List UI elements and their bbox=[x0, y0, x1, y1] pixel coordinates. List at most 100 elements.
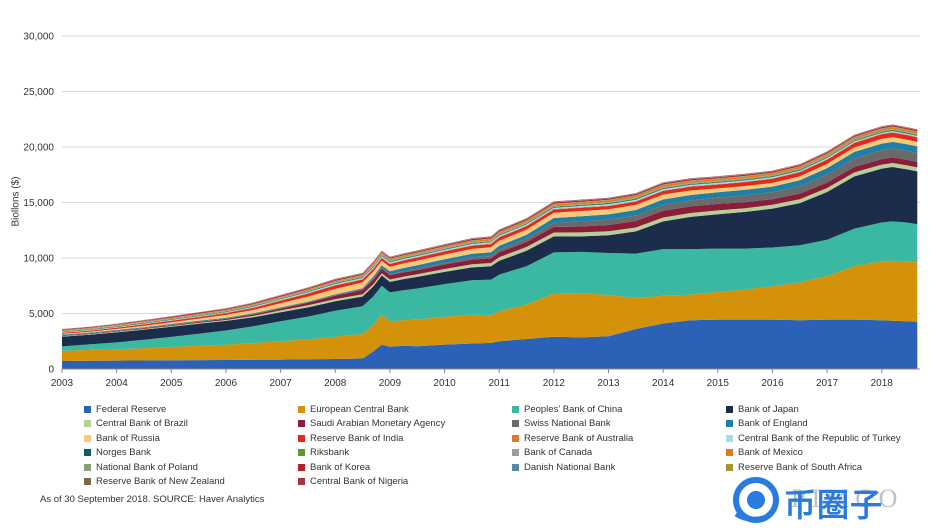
y-tick-label: 20,000 bbox=[23, 143, 54, 154]
x-tick-label: 2004 bbox=[106, 378, 129, 389]
x-tick-label: 2018 bbox=[871, 378, 894, 389]
legend-label: Central Bank of the Republic of Turkey bbox=[738, 432, 901, 444]
y-tick-label: 15,000 bbox=[23, 198, 54, 209]
y-tick-label: 25,000 bbox=[23, 87, 54, 98]
legend-swatch bbox=[512, 420, 519, 428]
legend-swatch bbox=[84, 434, 91, 442]
area-federal-reserve bbox=[62, 319, 918, 369]
legend-label: Central Bank of Brazil bbox=[96, 418, 188, 430]
legend-item: Central Bank of Nigeria bbox=[298, 476, 408, 487]
legend-item: Central Bank of Brazil bbox=[84, 418, 188, 429]
x-tick-label: 2006 bbox=[215, 378, 238, 389]
legend-swatch bbox=[84, 406, 91, 413]
legend-swatch bbox=[298, 434, 305, 442]
legend-item: Bank of Russia bbox=[84, 433, 160, 444]
legend-swatch bbox=[512, 406, 519, 413]
legend-swatch bbox=[298, 449, 305, 457]
logo-text-pimco: PIMCO bbox=[791, 484, 904, 513]
y-axis-label: Biollons ($) bbox=[10, 176, 22, 227]
legend-item: Bank of Korea bbox=[298, 462, 370, 473]
legend-label: Reserve Bank of South Africa bbox=[738, 461, 863, 473]
legend-item: Reserve Bank of Australia bbox=[512, 433, 633, 444]
legend-swatch bbox=[298, 478, 305, 485]
x-tick-label: 2005 bbox=[160, 378, 183, 389]
axes: 0 5,000 10,000 15,000 20,000 25,000 30,000 2003… bbox=[23, 32, 920, 389]
legend-label: Danish National Bank bbox=[524, 461, 616, 473]
legend-item: Reserve Bank of South Africa bbox=[726, 462, 862, 473]
source-note: As of 30 September 2018. SOURCE: Haver A… bbox=[40, 494, 265, 505]
legend-label: Reserve Bank of Australia bbox=[524, 432, 634, 444]
legend-item: Federal Reserve bbox=[84, 404, 166, 415]
legend-item: National Bank of Poland bbox=[84, 462, 198, 473]
legend-item: Reserve Bank of New Zealand bbox=[84, 476, 225, 487]
legend-item: Norges Bank bbox=[84, 447, 151, 458]
y-tick-label: 10,000 bbox=[23, 254, 54, 265]
legend-label: Saudi Arabian Monetary Agency bbox=[310, 418, 446, 430]
legend-swatch bbox=[298, 463, 305, 471]
legend-swatch bbox=[726, 420, 733, 428]
legend-label: Reserve Bank of India bbox=[310, 432, 404, 444]
area-european-central-bank bbox=[62, 260, 918, 361]
legend-label: Bank of Canada bbox=[524, 447, 593, 459]
legend-swatch bbox=[726, 463, 733, 471]
legend-item: Danish National Bank bbox=[512, 462, 615, 473]
legend-label: Norges Bank bbox=[96, 447, 151, 459]
legend-swatch bbox=[84, 478, 91, 485]
area-peoples-bank-of-china bbox=[62, 221, 918, 351]
legend-label: Peoples' Bank of China bbox=[524, 404, 623, 415]
legend-label: Bank of Russia bbox=[96, 432, 160, 444]
legend-item: Reserve Bank of India bbox=[298, 433, 403, 444]
legend-label: Bank of Korea bbox=[310, 461, 371, 473]
legend-item: Bank of Mexico bbox=[726, 447, 803, 458]
legend-item: Swiss National Bank bbox=[512, 418, 611, 429]
legend-swatch bbox=[726, 406, 733, 413]
logo-emblem-icon bbox=[733, 477, 779, 523]
legend-item: Riksbank bbox=[298, 447, 349, 458]
legend-item: Bank of England bbox=[726, 418, 808, 429]
legend-swatch bbox=[512, 449, 519, 457]
legend-label: National Bank of Poland bbox=[96, 461, 198, 473]
legend-item: European Central Bank bbox=[298, 404, 409, 415]
logo-text-watermark: 币圈子 bbox=[784, 487, 884, 523]
x-tick-label: 2011 bbox=[488, 378, 510, 389]
legend-label: Swiss National Bank bbox=[524, 418, 611, 430]
x-tick-label: 2003 bbox=[51, 378, 74, 389]
y-tick-label: 5,000 bbox=[29, 309, 54, 320]
legend-swatch bbox=[84, 449, 91, 457]
legend-label: Riksbank bbox=[310, 447, 350, 459]
legend-swatch bbox=[84, 463, 91, 471]
y-tick-label: 0 bbox=[48, 365, 54, 376]
legend-item: Peoples' Bank of China bbox=[512, 404, 622, 415]
legend-swatch bbox=[84, 420, 91, 428]
y-tick-label: 30,000 bbox=[23, 32, 54, 43]
legend-item: Central Bank of the Republic of Turkey bbox=[726, 433, 901, 444]
stacked-areas bbox=[62, 124, 918, 369]
legend-swatch bbox=[726, 434, 733, 442]
legend-label: Bank of Mexico bbox=[738, 447, 803, 459]
legend-label: Reserve Bank of New Zealand bbox=[96, 476, 225, 487]
legend-swatch bbox=[298, 420, 305, 428]
legend-item: Bank of Japan bbox=[726, 404, 799, 415]
legend-label: Central Bank of Nigeria bbox=[310, 476, 409, 487]
x-tick-label: 2008 bbox=[324, 378, 347, 389]
x-tick-label: 2014 bbox=[652, 378, 675, 389]
logo: PIMCO 币圈子 bbox=[728, 474, 933, 526]
legend-label: European Central Bank bbox=[310, 404, 409, 415]
legend-label: Bank of Japan bbox=[738, 404, 799, 415]
x-tick-label: 2009 bbox=[379, 378, 402, 389]
x-tick-label: 2015 bbox=[707, 378, 730, 389]
legend-swatch bbox=[512, 434, 519, 442]
legend-item: Saudi Arabian Monetary Agency bbox=[298, 418, 445, 429]
x-tick-label: 2010 bbox=[433, 378, 456, 389]
legend-swatch bbox=[726, 449, 733, 457]
x-tick-label: 2007 bbox=[269, 378, 292, 389]
x-tick-label: 2013 bbox=[597, 378, 620, 389]
x-tick-label: 2017 bbox=[816, 378, 839, 389]
x-tick-label: 2016 bbox=[761, 378, 784, 389]
legend-swatch bbox=[512, 463, 519, 471]
legend-label: Federal Reserve bbox=[96, 404, 167, 415]
x-tick-label: 2012 bbox=[543, 378, 566, 389]
legend-label: Bank of England bbox=[738, 418, 808, 430]
legend-swatch bbox=[298, 406, 305, 413]
